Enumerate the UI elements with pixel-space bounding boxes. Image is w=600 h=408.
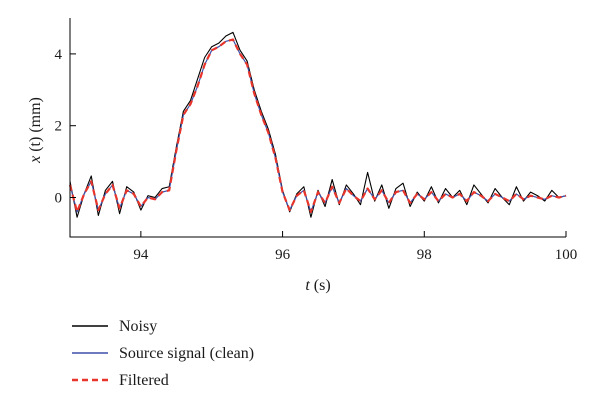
legend-label-noisy: Noisy <box>119 318 157 335</box>
y-tick-label: 4 <box>55 47 63 63</box>
legend: Noisy Source signal (clean) Filtered <box>72 318 254 389</box>
y-axis-label-unit: (t) (mm) <box>27 97 44 156</box>
x-axis-ticks: 94 96 98 100 <box>133 231 577 263</box>
x-tick-label: 98 <box>417 247 432 263</box>
y-tick-label: 0 <box>55 191 63 207</box>
x-tick-label: 100 <box>555 247 578 263</box>
y-axis-label: x (t) (mm) <box>27 97 44 164</box>
series-line-noisy <box>69 31 567 218</box>
x-axis-label: t (s) <box>305 277 330 294</box>
x-axis-label-symbol: t <box>305 277 310 294</box>
series-line-source-signal-clean <box>69 38 567 213</box>
axes-frame <box>69 18 566 238</box>
series-lines <box>68 31 567 218</box>
x-tick-label: 96 <box>275 247 291 263</box>
legend-label-filtered: Filtered <box>119 372 169 389</box>
y-axis-ticks: 0 2 4 <box>55 47 76 207</box>
y-axis-label-symbol: x <box>27 156 44 164</box>
plot-area <box>68 18 567 238</box>
series-line-filtered <box>68 38 567 213</box>
y-tick-label: 2 <box>55 119 63 135</box>
x-axis-label-unit: (s) <box>310 277 331 294</box>
legend-label-source-signal-clean: Source signal (clean) <box>119 345 254 362</box>
x-tick-label: 94 <box>133 247 149 263</box>
